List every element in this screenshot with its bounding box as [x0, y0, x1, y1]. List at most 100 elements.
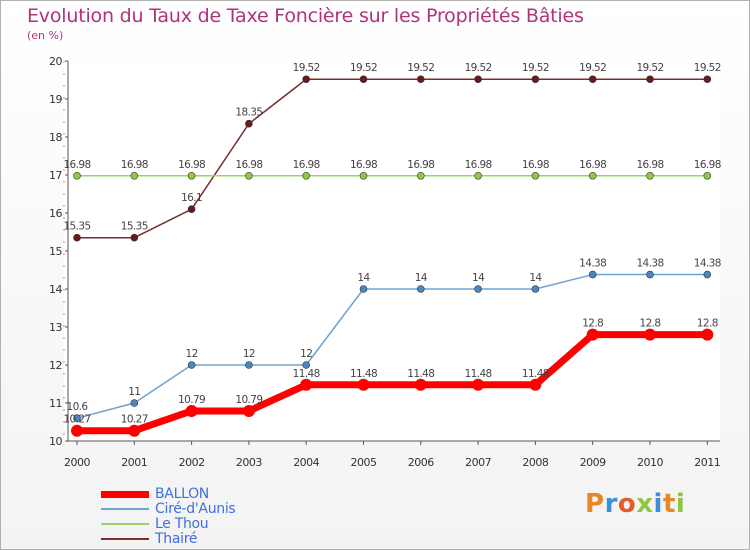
data-label-thair-: 19.52 [407, 62, 434, 74]
data-point-le-thou [531, 171, 540, 180]
data-point-le-thou [703, 171, 712, 180]
series-line-thair- [77, 78, 708, 239]
data-point-cir-d-aunis [531, 285, 540, 293]
data-label-ballon: 12.8 [582, 318, 603, 330]
data-label-thair-: 19.52 [522, 62, 549, 74]
data-point-cir-d-aunis [588, 270, 597, 279]
proxiti-logo: Proxiti [585, 489, 685, 519]
data-point-le-thou [302, 171, 311, 180]
data-label-thair-: 19.52 [293, 62, 320, 74]
data-point-thair- [588, 75, 597, 84]
y-tick-label: 16 [49, 207, 62, 220]
data-point-thair- [646, 75, 654, 84]
x-tick-label: 2003 [236, 456, 262, 469]
data-point-le-thou [359, 171, 368, 180]
data-label-cir-d-aunis: 12 [186, 348, 198, 360]
data-point-cir-d-aunis [646, 270, 654, 279]
data-label-ballon: 10.27 [63, 414, 90, 426]
x-tick-label: 2001 [121, 456, 147, 469]
data-label-cir-d-aunis: 14.38 [579, 258, 606, 270]
data-point-thair- [703, 75, 712, 84]
data-point-thair- [73, 233, 81, 242]
legend-swatch [101, 538, 149, 540]
data-label-cir-d-aunis: 14 [472, 272, 485, 284]
data-point-ballon [71, 424, 83, 437]
data-label-le-thou: 16.98 [465, 159, 492, 171]
y-tick-label: 10 [49, 435, 62, 448]
data-point-thair- [474, 75, 482, 84]
data-point-ballon [644, 328, 656, 341]
data-label-thair-: 18.35 [235, 107, 262, 119]
data-point-cir-d-aunis [359, 285, 368, 293]
data-point-cir-d-aunis [73, 414, 81, 423]
data-point-cir-d-aunis [703, 270, 712, 279]
data-point-le-thou [588, 171, 597, 180]
logo-letter: t [662, 489, 676, 519]
data-point-thair- [359, 75, 368, 84]
data-label-thair-: 16.1 [181, 192, 202, 204]
x-tick-label: 2006 [408, 456, 434, 469]
data-label-le-thou: 16.98 [636, 159, 663, 171]
data-label-thair-: 15.35 [63, 221, 90, 233]
legend-label: Ciré-d'Aunis [155, 501, 236, 517]
data-label-cir-d-aunis: 10.6 [67, 401, 89, 413]
data-label-thair-: 19.52 [350, 62, 377, 74]
data-point-le-thou [130, 171, 139, 180]
data-point-ballon [529, 378, 542, 391]
y-tick-label: 14 [49, 283, 62, 296]
data-point-cir-d-aunis [245, 361, 253, 369]
x-tick-label: 2011 [694, 456, 720, 469]
data-point-thair- [416, 75, 425, 84]
data-label-le-thou: 16.98 [293, 159, 320, 171]
data-label-cir-d-aunis: 11 [128, 386, 140, 398]
data-label-thair-: 19.52 [694, 62, 721, 74]
y-tick-label: 18 [49, 131, 62, 144]
data-label-ballon: 11.48 [522, 368, 549, 380]
data-point-le-thou [416, 171, 425, 180]
data-label-ballon: 11.48 [465, 368, 492, 380]
x-tick-label: 2004 [293, 456, 319, 469]
data-point-le-thou [187, 171, 196, 180]
data-point-cir-d-aunis [474, 285, 482, 293]
data-label-le-thou: 16.98 [522, 159, 549, 171]
data-label-ballon: 12.8 [697, 318, 718, 330]
data-label-le-thou: 16.98 [350, 159, 377, 171]
y-tick-label: 12 [49, 359, 62, 372]
data-label-ballon: 11.48 [407, 368, 434, 380]
data-label-le-thou: 16.98 [121, 159, 148, 171]
data-point-ballon [701, 328, 714, 341]
x-tick-label: 2005 [351, 456, 377, 469]
series-line-cir-d-aunis [76, 273, 708, 419]
x-tick-label: 2000 [64, 456, 90, 469]
data-point-cir-d-aunis [302, 361, 311, 369]
logo-letter: x [636, 489, 654, 519]
data-label-thair-: 19.52 [579, 62, 606, 74]
data-point-cir-d-aunis [416, 285, 425, 293]
logo-letter: r [604, 489, 618, 519]
data-label-cir-d-aunis: 14 [357, 272, 370, 284]
data-point-thair- [531, 75, 540, 84]
data-label-le-thou: 16.98 [694, 159, 721, 171]
data-label-cir-d-aunis: 12 [243, 348, 255, 360]
x-tick-label: 2007 [465, 456, 491, 469]
data-label-ballon: 10.79 [178, 394, 205, 406]
x-tick-label: 2009 [580, 456, 606, 469]
legend-swatch [101, 508, 149, 510]
data-point-ballon [242, 404, 255, 417]
legend-swatch [101, 490, 149, 498]
logo-letter: P [585, 489, 605, 519]
data-point-le-thou [646, 171, 654, 180]
data-point-ballon [300, 378, 313, 391]
data-label-ballon: 11.48 [350, 368, 377, 380]
data-point-ballon [357, 378, 370, 391]
data-label-cir-d-aunis: 12 [300, 348, 312, 360]
data-label-le-thou: 16.98 [63, 159, 90, 171]
y-tick-label: 11 [49, 397, 62, 410]
data-label-thair-: 19.52 [465, 62, 492, 74]
chart-axes: 10 11 12 13 14 15 16 17 18 19 20 2000 2001 2002 2003 20… [49, 55, 721, 469]
data-point-ballon [414, 378, 427, 391]
data-label-le-thou: 16.98 [579, 159, 606, 171]
x-tick-label: 2008 [522, 456, 548, 469]
data-point-le-thou [245, 171, 253, 180]
